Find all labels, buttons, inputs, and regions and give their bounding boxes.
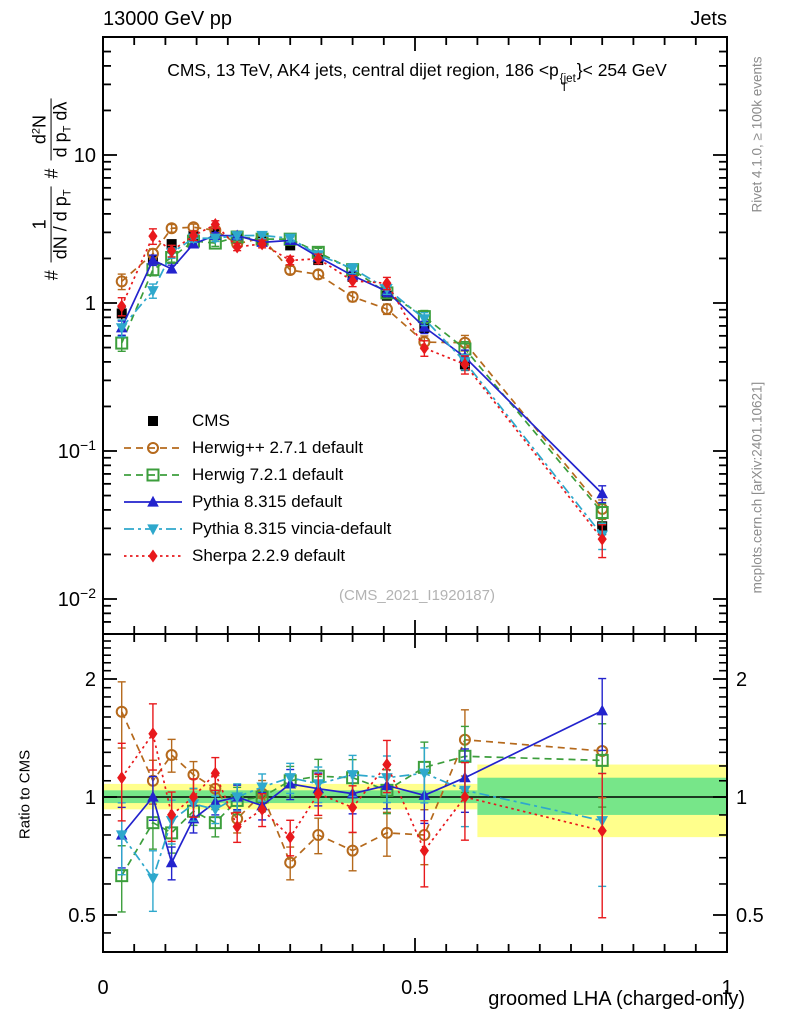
legend-marker-herwig7: [124, 468, 182, 481]
svg-text:1: 1: [85, 787, 96, 809]
svg-text:10: 10: [74, 145, 96, 167]
legend-label: Herwig++ 2.7.1 default: [192, 437, 364, 457]
plot-title: CMS, 13 TeV, AK4 jets, central dijet reg…: [167, 60, 667, 95]
legend-item-herwigpp: Herwig++ 2.7.1 default: [122, 434, 391, 461]
legend-item-herwig7: Herwig 7.2.1 default: [122, 461, 391, 488]
hash-symbol: #: [41, 270, 62, 281]
svg-text:0.5: 0.5: [401, 977, 429, 999]
svg-text:2: 2: [85, 669, 96, 691]
legend-marker-cms: [148, 415, 158, 426]
ratio-panel-frame: [102, 633, 728, 953]
legend: CMS Herwig++ 2.7.1 default Herwig 7.2.1 de…: [122, 407, 391, 569]
svg-text:0.5: 0.5: [736, 905, 764, 927]
y-axis-label: # 1 dN / d pT # d2N d pT dλ: [30, 29, 74, 349]
tick-labels: 10 1 10−1 10−2 2 2 1 1 0.5 0.5 0 0.5 1: [58, 145, 764, 999]
svg-text:0: 0: [97, 977, 108, 999]
svg-text:1: 1: [721, 977, 732, 999]
series-main-sherpa: [117, 218, 607, 559]
beam-energy-label: 13000 GeV pp: [103, 8, 232, 30]
legend-item-vincia: Pythia 8.315 vincia-default: [122, 515, 391, 542]
legend-marker-sherpa: [124, 549, 182, 562]
svg-text:1: 1: [85, 293, 96, 315]
legend-marker-pythia: [124, 495, 182, 507]
x-axis-title: groomed LHA (charged-only): [488, 988, 745, 1010]
hash-symbol: #: [41, 168, 62, 179]
svg-text:0.5: 0.5: [68, 905, 96, 927]
fraction-one-over-dndpt: 1 dN / d pT: [30, 186, 74, 263]
legend-item-cms: CMS: [122, 407, 391, 434]
fraction-d2n-dptdlambda: d2N d pT dλ: [30, 98, 74, 161]
legend-label: Pythia 8.315 default: [192, 491, 343, 511]
svg-text:10−1: 10−1: [58, 437, 96, 463]
pt-superscript-subscript: {jet T: [559, 73, 576, 95]
legend-marker-herwigpp: [124, 441, 182, 454]
legend-marker-vincia: [124, 523, 182, 535]
legend-label: Pythia 8.315 vincia-default: [192, 518, 392, 538]
plot-title-text: CMS, 13 TeV, AK4 jets, central dijet reg…: [167, 60, 559, 80]
legend-label: Sherpa 2.2.9 default: [192, 545, 346, 565]
legend-item-pythia: Pythia 8.315 default: [122, 488, 391, 515]
rivet-version-note: Rivet 4.1.0, ≥ 100k events: [749, 56, 765, 213]
legend-label: Herwig 7.2.1 default: [192, 464, 344, 484]
svg-text:2: 2: [736, 669, 747, 691]
mcplots-citation: mcplots.cern.ch [arXiv:2401.10621]: [749, 381, 765, 594]
svg-text:10−2: 10−2: [58, 585, 96, 611]
process-label: Jets: [690, 8, 727, 30]
legend-label: CMS: [192, 410, 230, 430]
ratio-axis-label: Ratio to CMS: [16, 749, 34, 840]
series-ratio-sherpa: [117, 703, 607, 919]
legend-item-sherpa: Sherpa 2.2.9 default: [122, 542, 391, 569]
svg-text:1: 1: [736, 787, 747, 809]
analysis-id-watermark: (CMS_2021_I1920187): [339, 587, 495, 604]
